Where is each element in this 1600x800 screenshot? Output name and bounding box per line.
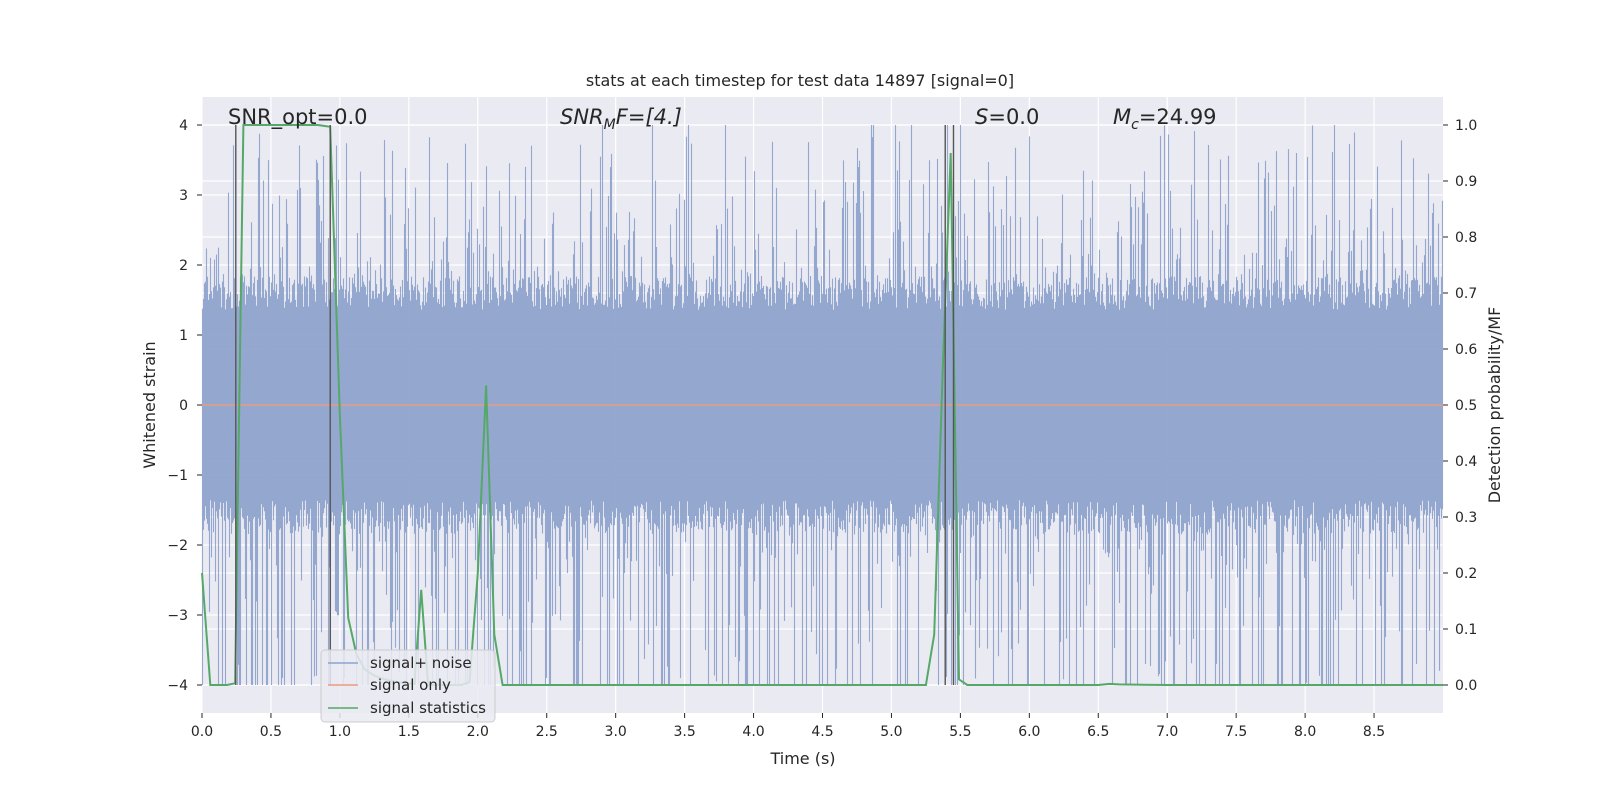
y2-tick-label: 0.5 xyxy=(1455,398,1477,414)
y2-tick-label: 0.8 xyxy=(1455,230,1477,246)
vertical-markers xyxy=(235,125,955,685)
x-tick-label: 3.0 xyxy=(605,724,627,740)
x-tick-label: 8.0 xyxy=(1294,724,1316,740)
y-tick-label: 1 xyxy=(179,328,188,344)
y2-tick-label: 0.4 xyxy=(1455,454,1477,470)
x-tick-label: 5.5 xyxy=(949,724,971,740)
x-tick-label: 0.0 xyxy=(191,724,213,740)
annotation-mc: Mc=24.99 xyxy=(1113,105,1217,133)
annotation-mc-rest: =24.99 xyxy=(1139,105,1217,129)
annotation-snr-mf-rest: F=[4.] xyxy=(616,105,682,129)
x-tick-label: 7.0 xyxy=(1156,724,1178,740)
y-tick-label: −2 xyxy=(167,538,188,554)
y2-tick-label: 0.7 xyxy=(1455,286,1477,302)
y-tick-label: 3 xyxy=(179,188,188,204)
y2-tick-label: 0.3 xyxy=(1455,510,1477,526)
x-tick-label: 6.0 xyxy=(1018,724,1040,740)
annotation-snr-mf: SNRMF=[4.] xyxy=(560,105,682,133)
y2-tick-label: 0.6 xyxy=(1455,342,1477,358)
ticks: 0.0 0.5 1.0 1.5 2.0 2.5 3.0 3.5 4.0 4.5 5.0 5.5 6.0 6… xyxy=(167,118,1477,740)
x-tick-label: 2.0 xyxy=(467,724,489,740)
x-tick-label: 5.0 xyxy=(880,724,902,740)
y-axis-label: Whitened strain xyxy=(140,341,159,468)
y2-tick-label: 0.1 xyxy=(1455,622,1477,638)
y2-tick-label: 0.2 xyxy=(1455,566,1477,582)
annotation-s-rest: =0.0 xyxy=(988,105,1039,129)
y-tick-label: −3 xyxy=(167,608,188,624)
x-tick-label: 4.0 xyxy=(742,724,764,740)
y2-tick-label: 0.0 xyxy=(1455,678,1477,694)
y-tick-label: 0 xyxy=(179,398,188,414)
annotation-snr-opt: SNR_opt=0.0 xyxy=(228,105,368,130)
y2-tick-label: 0.9 xyxy=(1455,174,1477,190)
x-tick-label: 3.5 xyxy=(673,724,695,740)
x-tick-label: 8.5 xyxy=(1363,724,1385,740)
annotation-s-base: S xyxy=(975,105,988,129)
x-tick-label: 6.5 xyxy=(1087,724,1109,740)
x-tick-label: 1.0 xyxy=(329,724,351,740)
legend-label-signal-statistics: signal statistics xyxy=(370,699,486,717)
annotation-snr-mf-sub: M xyxy=(604,117,616,133)
x-tick-label: 0.5 xyxy=(260,724,282,740)
y-tick-label: 4 xyxy=(179,118,188,134)
x-tick-label: 2.5 xyxy=(536,724,558,740)
x-tick-label: 7.5 xyxy=(1225,724,1247,740)
legend-box xyxy=(320,649,496,723)
y2-axis-label: Detection probability/MF xyxy=(1485,307,1504,504)
y-tick-label: −1 xyxy=(167,468,188,484)
legend-label-signal-only: signal only xyxy=(370,676,451,694)
legend: signal+ noise signal only signal statist… xyxy=(320,649,496,723)
annotation-mc-base: M xyxy=(1113,105,1131,129)
x-tick-label: 1.5 xyxy=(398,724,420,740)
y2-tick-label: 1.0 xyxy=(1455,118,1477,134)
legend-label-signal-noise: signal+ noise xyxy=(370,654,472,672)
annotation-s: S=0.0 xyxy=(975,105,1039,129)
x-axis-label: Time (s) xyxy=(769,749,835,768)
y-tick-label: 2 xyxy=(179,258,188,274)
chart-title: stats at each timestep for test data 148… xyxy=(586,71,1014,90)
annotation-snr-mf-base: SNR xyxy=(560,105,604,129)
annotation-mc-sub: c xyxy=(1131,117,1139,133)
x-tick-label: 4.5 xyxy=(811,724,833,740)
y-tick-label: −4 xyxy=(167,678,188,694)
